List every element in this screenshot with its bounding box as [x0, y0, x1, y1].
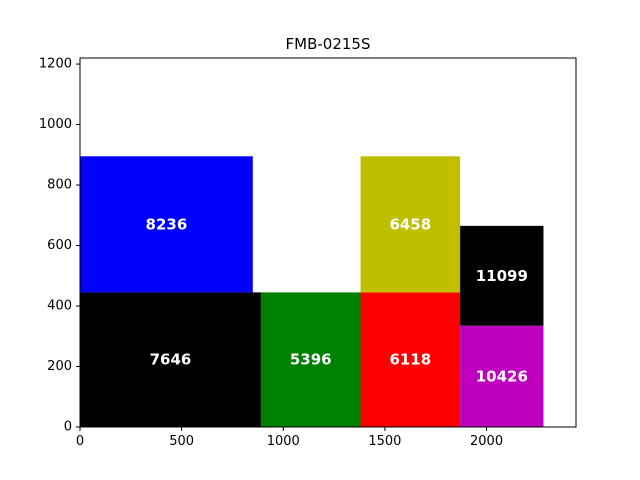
axes-layer: 0 500 1000 1500 2000 0 200 400 600 800 1000 1200 — [39, 57, 577, 449]
part-label-10426: 10426 — [476, 367, 528, 385]
part-rect-11099 — [460, 225, 544, 326]
chart-title: FMB-0215S — [286, 35, 371, 53]
part-rect-7646 — [80, 292, 261, 427]
part-label-7646: 7646 — [150, 351, 192, 369]
y-tick-label: 200 — [47, 359, 72, 374]
part-label-8236: 8236 — [146, 215, 188, 233]
plot-frame — [79, 57, 577, 428]
y-tick-label: 600 — [47, 238, 72, 253]
y-tick-label: 0 — [64, 420, 72, 435]
part-rect-10426 — [460, 325, 544, 427]
x-tick-label: 2000 — [470, 434, 503, 449]
part-rect-5396 — [260, 292, 361, 427]
y-tick-label: 1200 — [39, 57, 72, 72]
y-tick-label: 400 — [47, 299, 72, 314]
part-label-11099: 11099 — [476, 267, 528, 285]
part-rect-6118 — [360, 292, 461, 427]
part-label-6458: 6458 — [389, 215, 431, 233]
part-label-5396: 5396 — [290, 351, 332, 369]
x-tick-label: 1500 — [368, 434, 401, 449]
part-rect-6458 — [360, 156, 461, 293]
rects-layer: 7646 8236 5396 6118 6458 10426 11099 — [80, 156, 544, 427]
part-rect-8236 — [80, 156, 253, 293]
y-tick-label: 800 — [47, 178, 72, 193]
x-tick-label: 1000 — [267, 434, 300, 449]
x-tick-label: 0 — [76, 434, 84, 449]
y-tick-label: 1000 — [39, 117, 72, 132]
x-tick-label: 500 — [169, 434, 194, 449]
part-label-6118: 6118 — [389, 351, 431, 369]
